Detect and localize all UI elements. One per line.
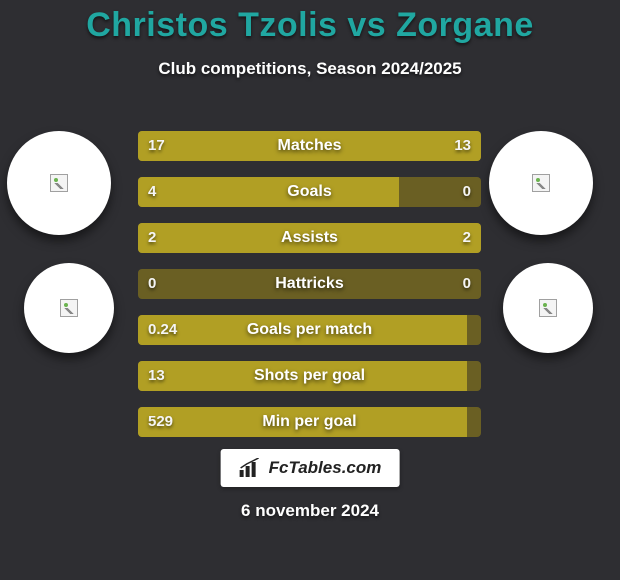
stat-value-right: 0 — [453, 177, 481, 207]
stat-fill-left — [138, 177, 399, 207]
comparison-panel: 1713Matches40Goals22Assists00Hattricks0.… — [0, 109, 620, 439]
stat-value-right: 0 — [453, 269, 481, 299]
player-left-avatar — [7, 131, 111, 235]
stat-value-left: 0 — [138, 269, 166, 299]
stat-row: 13Shots per goal — [138, 361, 481, 391]
stat-value-left: 2 — [138, 223, 166, 253]
stat-value-left: 529 — [138, 407, 183, 437]
stat-fill-left — [138, 361, 467, 391]
stat-value-right: 2 — [453, 223, 481, 253]
stat-row: 40Goals — [138, 177, 481, 207]
broken-image-icon — [60, 299, 78, 317]
page-title: Christos Tzolis vs Zorgane — [0, 0, 620, 45]
stat-row: 0 0Hattricks — [138, 269, 481, 299]
date-label: 6 november 2024 — [0, 501, 620, 521]
stat-bars: 1713Matches40Goals22Assists00Hattricks0.… — [138, 131, 481, 453]
stat-row: 1713Matches — [138, 131, 481, 161]
broken-image-icon — [539, 299, 557, 317]
stat-value-left: 13 — [138, 361, 175, 391]
club-left-logo — [24, 263, 114, 353]
brand-badge: FcTables.com — [221, 449, 400, 487]
stat-row: 0.24Goals per match — [138, 315, 481, 345]
club-right-logo — [503, 263, 593, 353]
stat-value-right: 13 — [444, 131, 481, 161]
player-right-avatar — [489, 131, 593, 235]
stat-fill-left — [138, 407, 467, 437]
brand-text: FcTables.com — [269, 458, 382, 478]
brand-chart-icon — [239, 458, 263, 478]
stat-label: Hattricks — [138, 269, 481, 299]
broken-image-icon — [50, 174, 68, 192]
page-subtitle: Club competitions, Season 2024/2025 — [0, 59, 620, 79]
broken-image-icon — [532, 174, 550, 192]
stat-fill-left — [138, 315, 467, 345]
stat-value-left: 4 — [138, 177, 166, 207]
stat-row: 22Assists — [138, 223, 481, 253]
stat-value-left: 17 — [138, 131, 175, 161]
stat-row: 529Min per goal — [138, 407, 481, 437]
stat-value-left: 0.24 — [138, 315, 187, 345]
